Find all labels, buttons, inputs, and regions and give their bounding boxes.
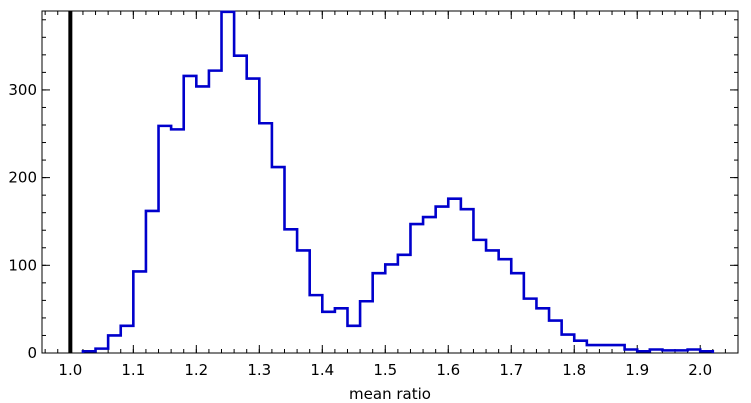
histogram-bin bbox=[675, 350, 688, 353]
x-tick-label: 1.7 bbox=[499, 361, 523, 379]
histogram-bin bbox=[423, 217, 436, 353]
histogram-bin bbox=[297, 250, 310, 353]
histogram-bin bbox=[96, 349, 109, 353]
histogram-bin bbox=[398, 255, 411, 353]
x-tick-label: 1.1 bbox=[121, 361, 145, 379]
x-tick-label: 1.2 bbox=[184, 361, 208, 379]
histogram-bin bbox=[133, 271, 146, 353]
histogram-bin bbox=[284, 229, 297, 353]
histogram-bin bbox=[524, 299, 537, 353]
x-tick-labels: 1.0 1.1 1.2 1.3 1.4 1.5 1.6 1.7 1.8 1.9 2.0 bbox=[58, 361, 712, 379]
histogram-bin bbox=[159, 126, 172, 353]
x-tick-label: 2.0 bbox=[688, 361, 712, 379]
histogram-bin bbox=[373, 273, 386, 353]
histogram-bin bbox=[234, 56, 247, 353]
histogram-bin bbox=[574, 341, 587, 353]
histogram-series bbox=[81, 10, 715, 353]
histogram-bin bbox=[637, 351, 650, 353]
x-tick-label: 1.9 bbox=[625, 361, 649, 379]
histogram-bin bbox=[171, 129, 184, 353]
histogram-bin bbox=[322, 312, 335, 353]
histogram-bins bbox=[83, 12, 713, 353]
histogram-bin bbox=[247, 79, 260, 353]
histogram-bin bbox=[209, 71, 222, 353]
histogram-bin bbox=[549, 321, 562, 353]
plot-frame bbox=[41, 10, 739, 354]
histogram-bin bbox=[385, 264, 398, 353]
histogram-bin bbox=[360, 301, 373, 353]
histogram-bin bbox=[436, 207, 449, 353]
histogram-bin bbox=[599, 345, 612, 353]
histogram-bin bbox=[146, 211, 159, 353]
y-tick-labels: 0 100 200 300 bbox=[8, 81, 37, 362]
histogram-bin bbox=[688, 349, 701, 353]
histogram-bin bbox=[83, 351, 96, 353]
histogram-bin bbox=[108, 335, 121, 353]
histogram-bin bbox=[196, 86, 209, 353]
histogram-bin bbox=[562, 335, 575, 353]
x-axis-title: mean ratio bbox=[349, 385, 431, 403]
histogram-bin bbox=[259, 123, 272, 353]
histogram-bin bbox=[499, 259, 512, 353]
histogram-bin bbox=[335, 308, 348, 353]
y-tick-label: 100 bbox=[8, 256, 37, 274]
histogram-bin bbox=[511, 273, 524, 353]
histogram-bin bbox=[662, 350, 675, 353]
y-tick-label: 300 bbox=[8, 81, 37, 99]
histogram-bin bbox=[700, 351, 713, 353]
x-tick-label: 1.6 bbox=[436, 361, 460, 379]
x-tick-label: 1.8 bbox=[562, 361, 586, 379]
histogram-bin bbox=[461, 209, 474, 353]
y-tick-label: 200 bbox=[8, 169, 37, 187]
histogram-bin bbox=[650, 349, 663, 353]
x-tick-label: 1.3 bbox=[247, 361, 271, 379]
x-tick-label: 1.4 bbox=[310, 361, 334, 379]
histogram-bin bbox=[448, 199, 461, 353]
x-tick-label: 1.5 bbox=[373, 361, 397, 379]
histogram-bin bbox=[410, 224, 423, 353]
histogram-bin bbox=[612, 345, 625, 353]
histogram-bin bbox=[310, 295, 323, 353]
histogram-bin bbox=[625, 349, 638, 353]
histogram-bin bbox=[473, 240, 486, 353]
histogram-bin bbox=[184, 76, 197, 353]
histogram-bin bbox=[272, 167, 285, 353]
histogram-bin bbox=[121, 326, 134, 353]
histogram-bin bbox=[486, 250, 499, 353]
x-tick-label: 1.0 bbox=[58, 361, 82, 379]
histogram-bin bbox=[536, 308, 549, 353]
histogram-bin bbox=[347, 326, 360, 353]
histogram-bin bbox=[222, 12, 235, 353]
y-tick-label: 0 bbox=[27, 344, 37, 362]
histogram-bin bbox=[587, 345, 600, 353]
